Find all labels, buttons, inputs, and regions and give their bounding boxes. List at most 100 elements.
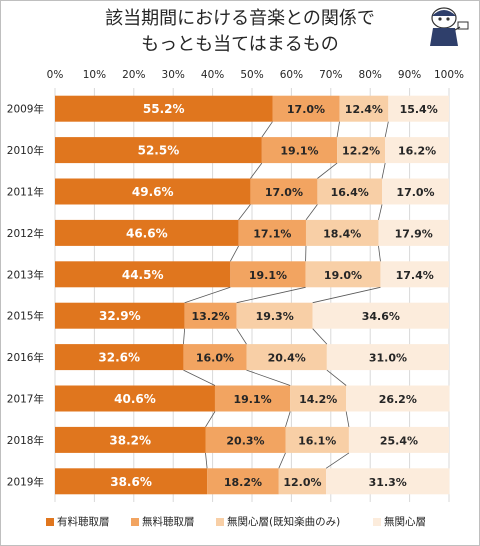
bar-segment bbox=[207, 468, 279, 495]
data-label: 17.1% bbox=[253, 227, 291, 240]
data-label: 20.3% bbox=[226, 434, 264, 447]
data-label: 19.1% bbox=[280, 145, 318, 158]
legend-item: 無料聴取層 bbox=[131, 514, 195, 529]
category-label: 2017年 bbox=[7, 393, 44, 406]
bar-segment bbox=[346, 385, 450, 412]
bar-segment bbox=[55, 468, 208, 495]
data-label: 31.0% bbox=[369, 352, 407, 365]
bar-segment bbox=[55, 261, 231, 288]
bar-segment bbox=[278, 468, 327, 495]
data-label: 20.4% bbox=[268, 352, 306, 365]
data-label: 18.2% bbox=[224, 476, 262, 489]
data-label: 44.5% bbox=[122, 268, 164, 282]
series-line bbox=[378, 245, 381, 262]
legend-item: 無関心層 bbox=[373, 514, 426, 529]
bar-segment bbox=[238, 219, 306, 246]
bar-segment bbox=[250, 178, 318, 205]
category-label: 2016年 bbox=[7, 351, 44, 364]
bar-segment bbox=[55, 95, 273, 122]
bar-segment bbox=[183, 344, 247, 371]
data-label: 13.2% bbox=[192, 310, 230, 323]
legend-label: 無料聴取層 bbox=[142, 516, 195, 528]
bar-segment bbox=[55, 302, 185, 329]
x-tick-label: 100% bbox=[434, 69, 464, 81]
data-label: 34.6% bbox=[362, 310, 400, 323]
legend-swatch bbox=[373, 517, 381, 526]
series-line bbox=[278, 452, 286, 469]
x-tick-label: 60% bbox=[280, 69, 303, 81]
bar-segment bbox=[305, 219, 379, 246]
legend-label: 無関心層(既知楽曲のみ) bbox=[227, 516, 341, 528]
data-label: 16.2% bbox=[398, 145, 436, 158]
bar-segment bbox=[55, 426, 206, 453]
series-line bbox=[250, 162, 263, 179]
category-label: 2012年 bbox=[7, 227, 44, 240]
legend-swatch bbox=[46, 517, 54, 526]
data-label: 17.9% bbox=[395, 227, 433, 240]
data-label: 19.3% bbox=[256, 310, 294, 323]
bar-segment bbox=[317, 178, 383, 205]
series-line bbox=[305, 204, 318, 221]
legend-label: 有料聴取層 bbox=[57, 516, 110, 528]
series-line bbox=[312, 286, 381, 304]
category-label: 2015年 bbox=[7, 310, 44, 323]
bar-segment bbox=[305, 261, 381, 288]
x-tick-label: 20% bbox=[122, 69, 145, 81]
series-line bbox=[261, 121, 273, 138]
bar-segment bbox=[236, 302, 313, 329]
mascot-icon bbox=[430, 7, 469, 46]
category-label: 2018年 bbox=[7, 434, 44, 447]
data-label: 18.4% bbox=[323, 227, 361, 240]
series-line bbox=[378, 204, 383, 220]
series-line bbox=[312, 328, 328, 345]
data-label: 16.4% bbox=[331, 186, 369, 199]
data-label: 25.4% bbox=[380, 434, 418, 447]
bar-segment bbox=[55, 385, 215, 412]
data-label: 14.2% bbox=[299, 393, 337, 406]
data-label: 46.6% bbox=[126, 226, 168, 240]
bar-segment bbox=[290, 385, 347, 412]
data-label: 26.2% bbox=[379, 393, 417, 406]
series-line bbox=[285, 411, 291, 428]
bar-segment bbox=[326, 468, 450, 495]
bar-segment bbox=[230, 261, 306, 288]
series-line bbox=[183, 369, 216, 386]
data-label: 17.0% bbox=[265, 186, 303, 199]
bar-segment bbox=[312, 302, 449, 329]
bar-segment bbox=[378, 219, 449, 246]
x-tick-label: 50% bbox=[240, 69, 263, 81]
series-line bbox=[229, 245, 239, 262]
data-label: 55.2% bbox=[143, 102, 185, 116]
bar-segment bbox=[205, 426, 286, 453]
bar-segment bbox=[326, 344, 449, 371]
category-label: 2019年 bbox=[7, 475, 44, 488]
data-label: 12.2% bbox=[342, 145, 380, 158]
data-label: 12.4% bbox=[345, 103, 383, 116]
bar-segment bbox=[246, 344, 327, 371]
data-label: 49.6% bbox=[132, 185, 174, 199]
bar-segment bbox=[214, 385, 291, 412]
bar-segment bbox=[261, 137, 338, 164]
x-tick-label: 70% bbox=[319, 69, 342, 81]
legend-swatch bbox=[216, 517, 224, 526]
bar-segment bbox=[339, 95, 389, 122]
chart-title: 該当期間における音楽との関係で もっとも当てはまるもの bbox=[0, 6, 480, 58]
data-label: 15.4% bbox=[400, 103, 438, 116]
data-label: 19.1% bbox=[234, 393, 272, 406]
x-tick-label: 0% bbox=[47, 69, 64, 81]
data-label: 12.0% bbox=[283, 476, 321, 489]
series-line bbox=[317, 162, 338, 179]
series-line bbox=[384, 121, 389, 138]
bar-segment bbox=[382, 178, 449, 205]
legend-label: 無関心層 bbox=[384, 516, 426, 528]
bar-segment bbox=[285, 426, 349, 453]
bar-segment bbox=[380, 261, 449, 288]
bar-segment bbox=[184, 302, 237, 329]
category-label: 2013年 bbox=[7, 268, 44, 281]
series-line bbox=[345, 411, 350, 427]
data-label: 16.0% bbox=[196, 352, 234, 365]
data-label: 38.6% bbox=[110, 475, 152, 489]
series-line bbox=[205, 452, 208, 469]
bar-segment bbox=[55, 137, 262, 164]
